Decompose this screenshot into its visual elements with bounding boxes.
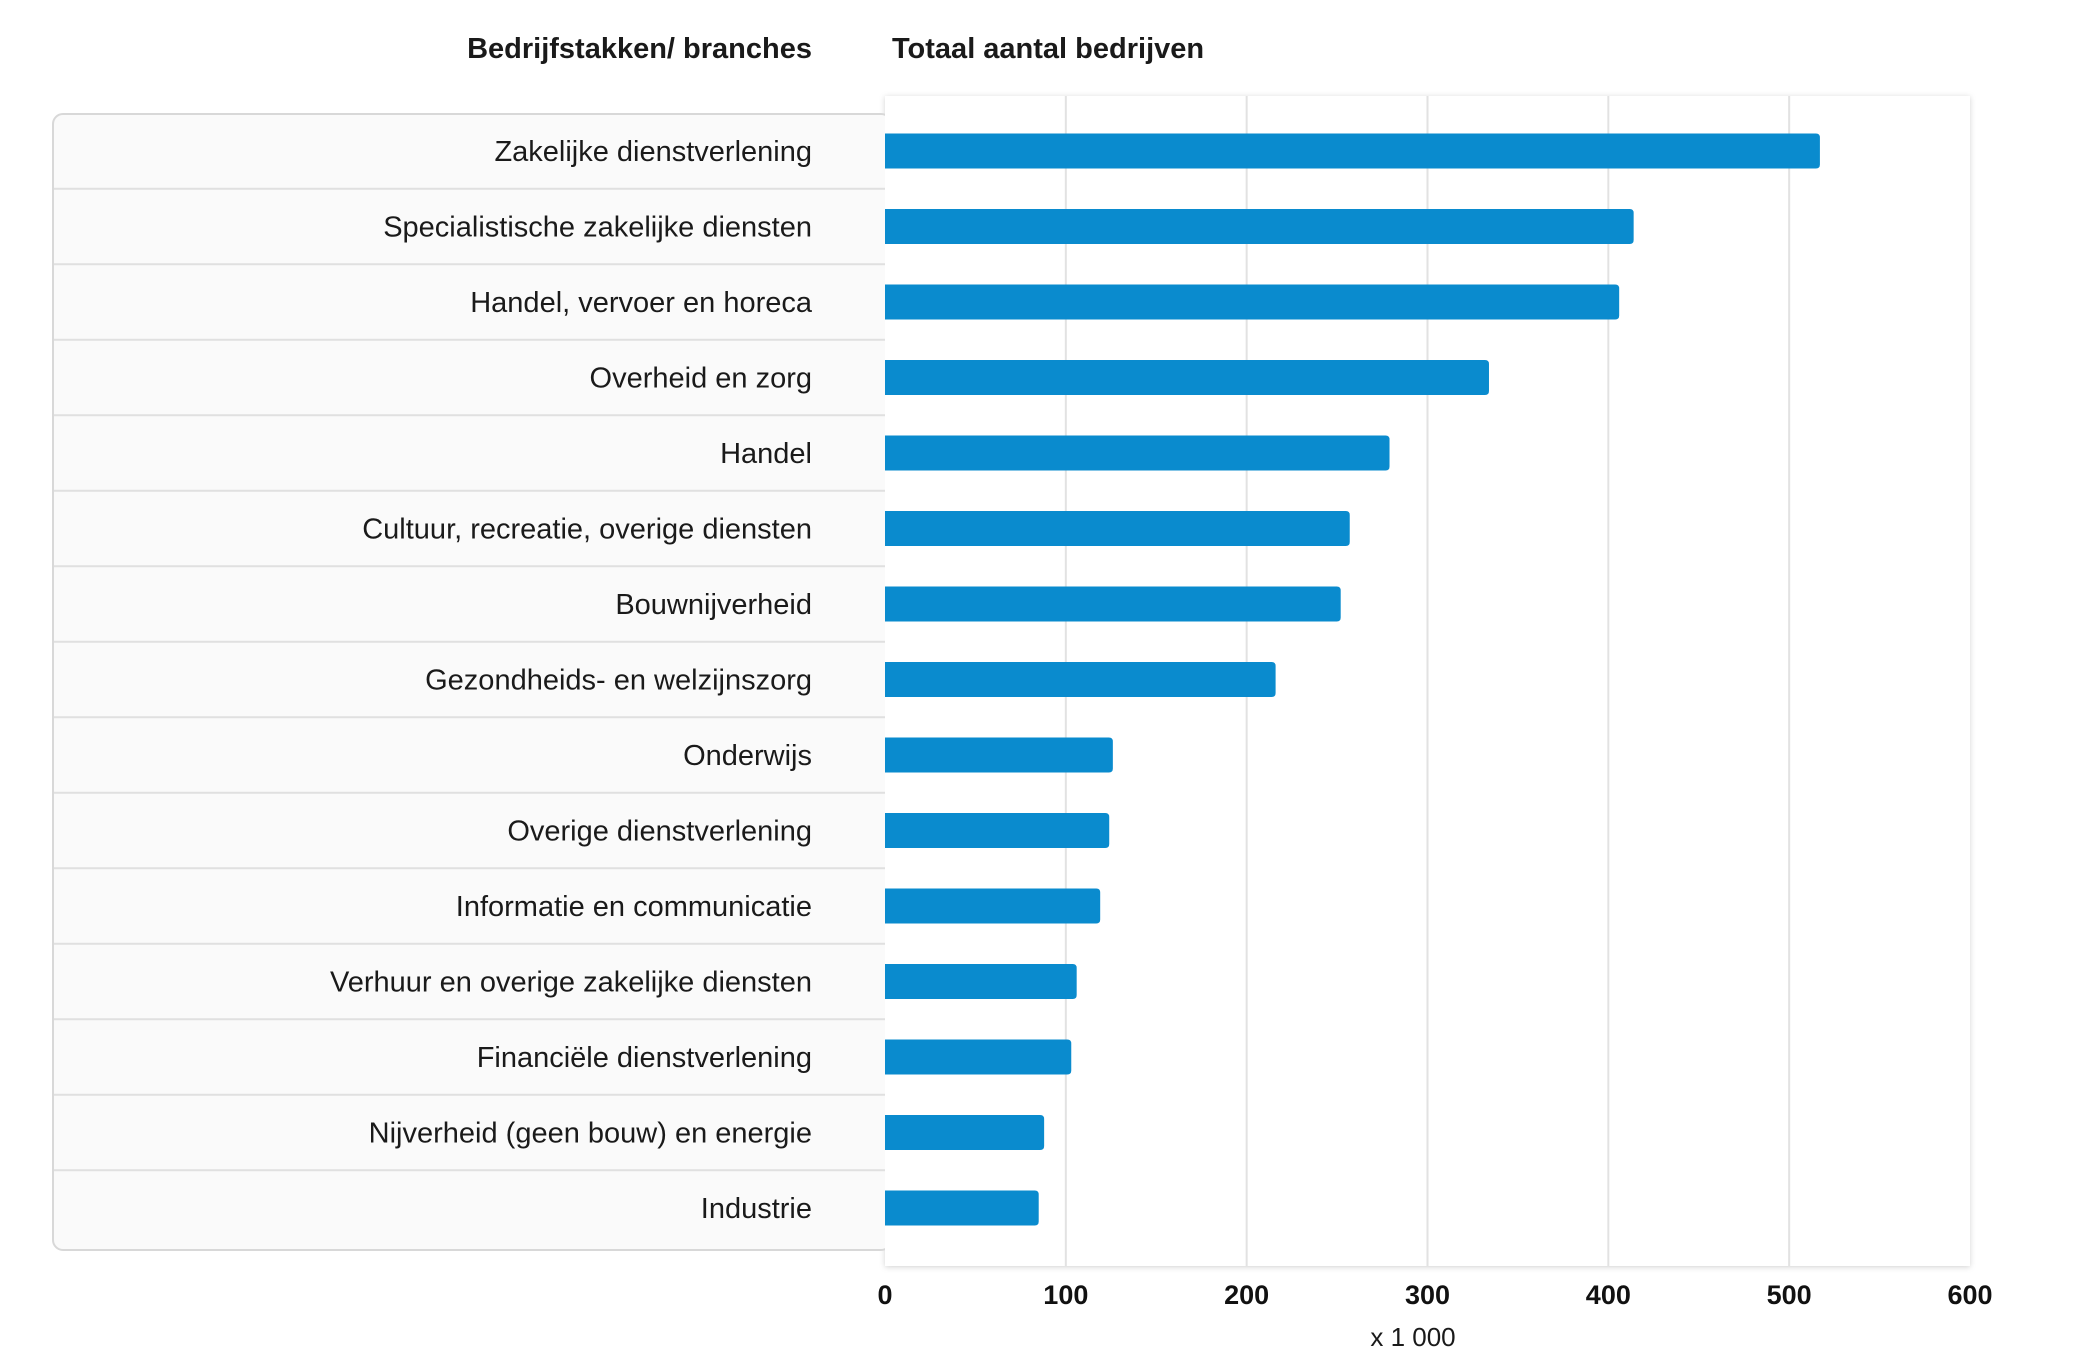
x-tick-label: 0 <box>877 1280 892 1310</box>
bar <box>885 1115 1045 1150</box>
bar <box>885 737 1113 773</box>
value-column-header: Totaal aantal bedrijven <box>892 33 1204 65</box>
bar <box>885 209 1634 244</box>
x-tick-label: 300 <box>1405 1280 1450 1310</box>
bar <box>885 888 1101 924</box>
category-column-header: Bedrijfstakken/ branches <box>467 33 812 65</box>
x-tick-label: 500 <box>1767 1280 1812 1310</box>
category-label: Informatie en communicatie <box>456 891 812 923</box>
x-tick-label: 100 <box>1043 1280 1088 1310</box>
x-tick-label: 200 <box>1224 1280 1269 1310</box>
category-label: Handel, vervoer en horeca <box>470 287 813 319</box>
bar <box>885 435 1390 471</box>
bar <box>885 813 1110 848</box>
category-label: Overheid en zorg <box>590 363 812 395</box>
x-tick-label: 600 <box>1947 1280 1992 1310</box>
category-label: Financiële dienstverlening <box>477 1042 812 1074</box>
x-axis-unit-label: x 1 000 <box>1370 1322 1455 1352</box>
bar <box>885 1039 1072 1075</box>
category-label: Bouwnijverheid <box>615 589 812 621</box>
category-label: Overige dienstverlening <box>507 816 812 848</box>
category-label: Verhuur en overige zakelijke diensten <box>330 967 812 999</box>
category-label: Handel <box>720 438 812 470</box>
category-label: Cultuur, recreatie, overige diensten <box>362 514 812 546</box>
bar <box>885 133 1820 169</box>
bar <box>885 662 1276 697</box>
x-tick-label: 400 <box>1586 1280 1631 1310</box>
bar <box>885 1190 1039 1226</box>
category-label: Gezondheids- en welzijnszorg <box>425 665 812 697</box>
bar <box>885 284 1620 320</box>
category-label: Nijverheid (geen bouw) en energie <box>369 1118 812 1150</box>
category-label: Specialistische zakelijke diensten <box>383 212 812 244</box>
bar <box>885 964 1077 999</box>
category-label: Onderwijs <box>683 740 812 772</box>
category-label: Industrie <box>701 1193 812 1225</box>
bar <box>885 360 1489 395</box>
bar <box>885 511 1350 546</box>
bar <box>885 586 1341 622</box>
category-label: Zakelijke dienstverlening <box>494 136 812 168</box>
